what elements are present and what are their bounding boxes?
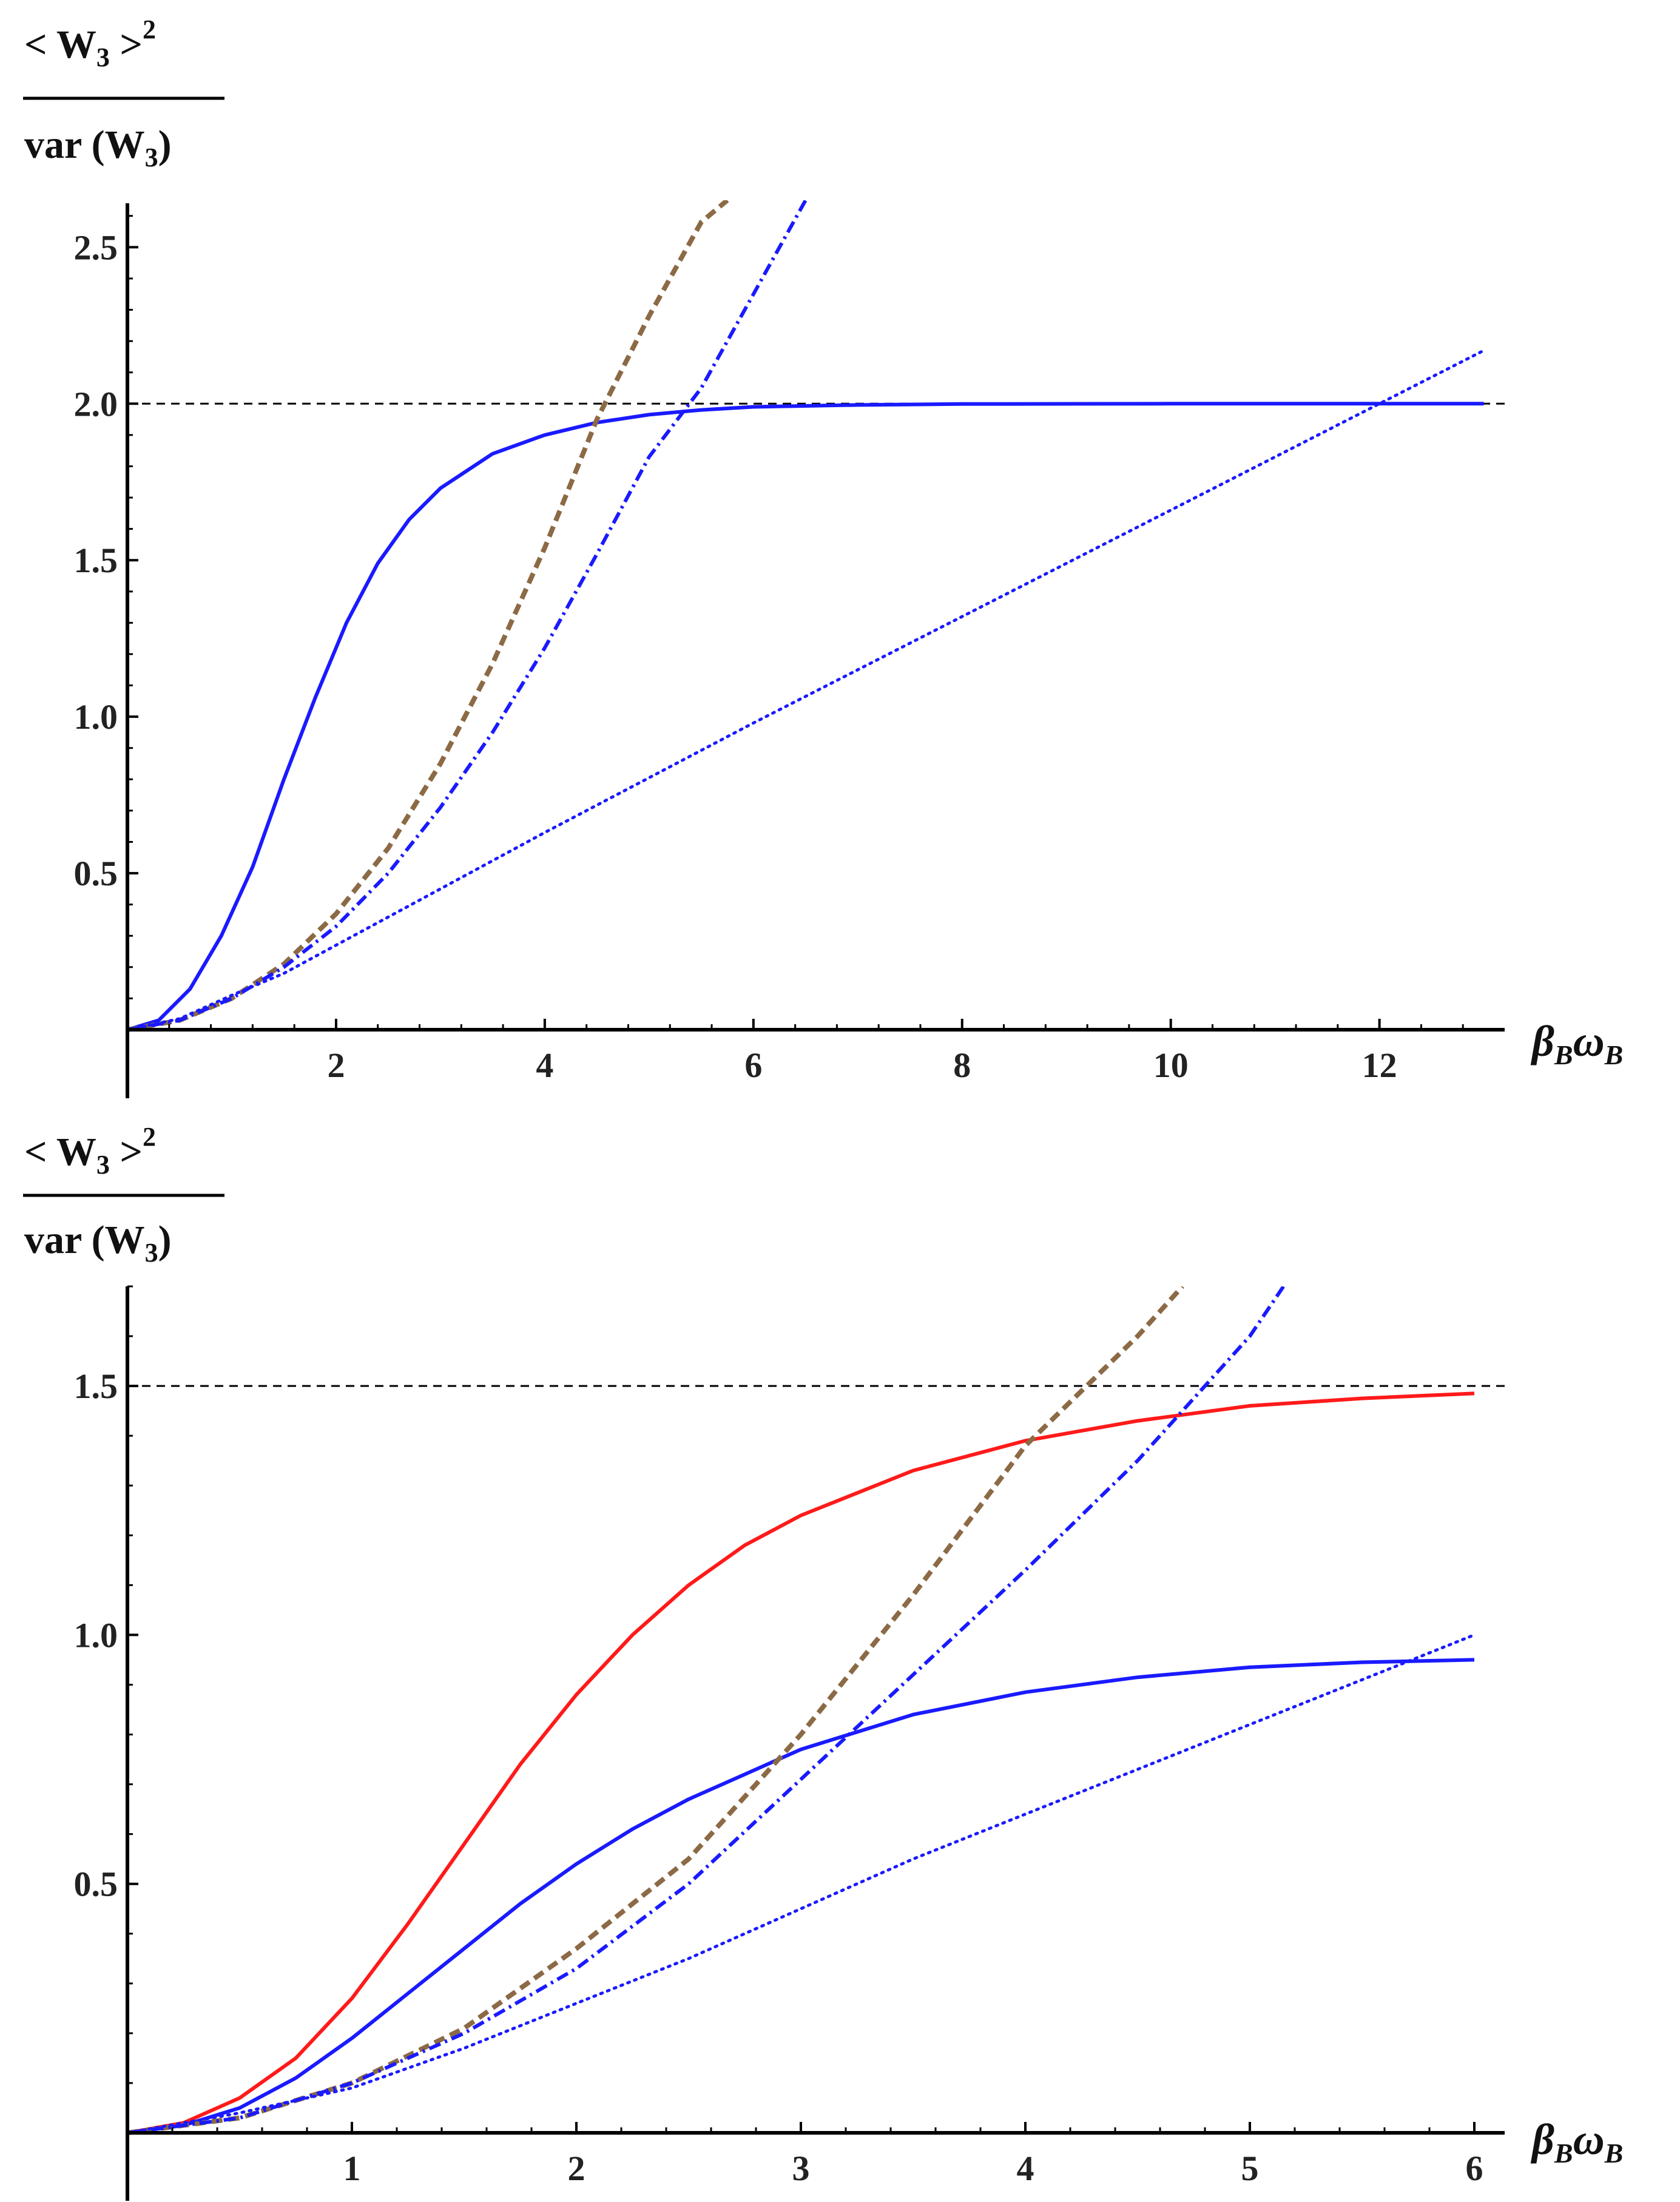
chart-bottom-svg: 1 2 3 4 5 6 0.5 1.0 1.5 < W3 >2 var (W3) βBωB	[23, 1122, 1623, 2201]
y-tick-label: 1.5	[74, 1366, 118, 1406]
x-tick-label: 5	[1241, 2149, 1259, 2188]
x-tick-label: 6	[1466, 2149, 1483, 2188]
y-tick-label: 1.0	[74, 1615, 118, 1655]
y-tick-label: 1.0	[74, 697, 118, 737]
y-tick-label: 0.5	[74, 854, 118, 893]
y-axis-label-denominator: var (W3)	[24, 1218, 172, 1268]
x-tick-label: 3	[792, 2149, 810, 2188]
y-axis-label-denominator: var (W3)	[24, 123, 172, 172]
x-tick-label: 10	[1153, 1045, 1189, 1085]
series-solid-blue	[127, 402, 1484, 1032]
y-tick-label: 2.5	[74, 228, 118, 267]
x-tick-label: 2	[327, 1045, 345, 1085]
y-tick-label: 0.5	[74, 1865, 118, 1904]
chart-top-svg: 2 4 6 8 10 12 0.5 1.0 1.5 2.0 2.5 < W3 >2 var (W3) βB…	[23, 15, 1623, 1098]
series-dotted-blue	[127, 349, 1486, 1032]
series-solid-blue	[127, 1658, 1475, 2135]
x-axis-label: βBωB	[1530, 1017, 1623, 1070]
series-dashed-brown	[127, 1286, 1184, 2135]
x-axis-label: βBωB	[1530, 2115, 1623, 2169]
x-tick-label: 8	[953, 1045, 971, 1085]
y-tick-label: 1.5	[74, 541, 118, 580]
series-dashdot-blue	[127, 1286, 1285, 2135]
x-tick-label: 1	[343, 2149, 361, 2188]
chart-panel-top: 2 4 6 8 10 12 0.5 1.0 1.5 2.0 2.5 < W3 >2 var (W3) βB…	[23, 15, 1623, 1098]
series-dotted-blue	[127, 1633, 1476, 2135]
series-dashed-brown	[127, 200, 729, 1032]
y-tick-label: 2.0	[74, 384, 118, 424]
series-dashdot-blue	[127, 200, 808, 1032]
x-tick-label: 2	[568, 2149, 585, 2188]
y-axis-label-numerator: < W3 >2	[24, 15, 156, 72]
x-tick-label: 12	[1362, 1045, 1397, 1085]
series-solid-red	[127, 1391, 1475, 2135]
x-tick-label: 4	[1017, 2149, 1034, 2188]
y-axis-label-numerator: < W3 >2	[24, 1122, 156, 1180]
chart-panel-bottom: 1 2 3 4 5 6 0.5 1.0 1.5 < W3 >2 var (W3) βBωB	[0, 1101, 1680, 2202]
x-tick-label: 6	[744, 1045, 762, 1085]
x-tick-label: 4	[536, 1045, 553, 1085]
